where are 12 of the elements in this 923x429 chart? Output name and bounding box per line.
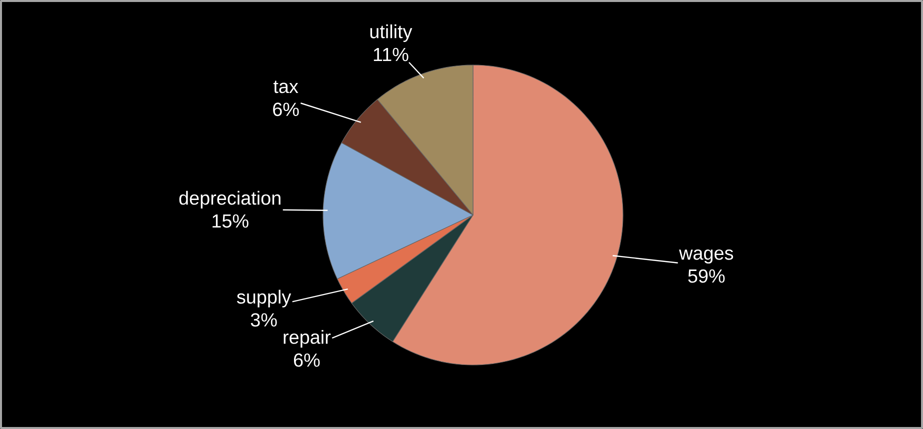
data-label: 15% xyxy=(212,214,248,228)
data-label: 6% xyxy=(273,102,299,116)
slice-label: repair xyxy=(284,330,331,348)
data-label: 11% xyxy=(374,48,408,62)
data-label: 59% xyxy=(688,269,725,283)
slice-label: wages xyxy=(679,249,734,264)
data-label: 6% xyxy=(294,353,320,367)
slice-label: utility xyxy=(370,24,412,42)
slice-label: tax xyxy=(273,80,298,94)
slice-label: depreciation xyxy=(179,190,280,209)
data-label: 3% xyxy=(250,313,277,327)
slice-label: supply xyxy=(236,290,292,308)
